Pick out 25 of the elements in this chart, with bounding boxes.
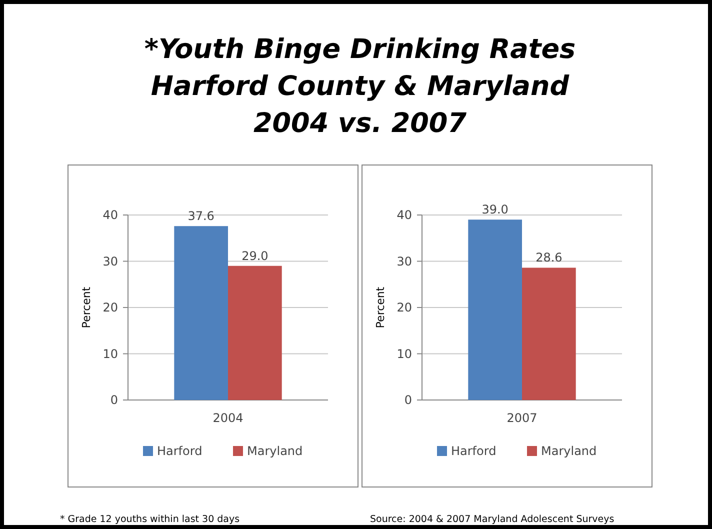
y-tick-label: 40 [396,208,412,222]
y-axis-title: Percent [374,286,387,328]
y-tick-label: 10 [396,346,412,361]
text: *Youth Binge Drinking Rates Harford County & Maryland 2004 vs. 2007 [144,34,576,139]
x-tick-label: 2007 [506,411,538,425]
x-tick-label: 2004 [212,411,244,425]
data-label: 39.0 [482,202,508,217]
legend-label: Harford [157,444,202,458]
y-tick-label: 30 [396,254,412,268]
y-tick-label: 20 [396,300,412,314]
source-note: Source: 2004 & 2007 Maryland Adolescent Surveys [370,514,614,525]
data-label: 37.6 [188,209,214,224]
legend-label: Maryland [247,444,303,458]
data-label: 29.0 [242,248,268,263]
y-tick-label: 0 [404,393,412,407]
y-tick-label: 0 [110,393,118,407]
y-tick-label: 20 [102,300,118,314]
text: * Grade 12 youths within last 30 days [60,514,240,525]
y-axis-title: Percent [80,286,93,328]
legend-label: Harford [451,444,496,458]
y-tick-label: 40 [102,208,118,222]
y-tick-label: 10 [102,346,118,361]
legend-label: Maryland [541,444,597,458]
data-label: 28.6 [536,250,562,265]
y-tick-label: 30 [102,254,118,268]
